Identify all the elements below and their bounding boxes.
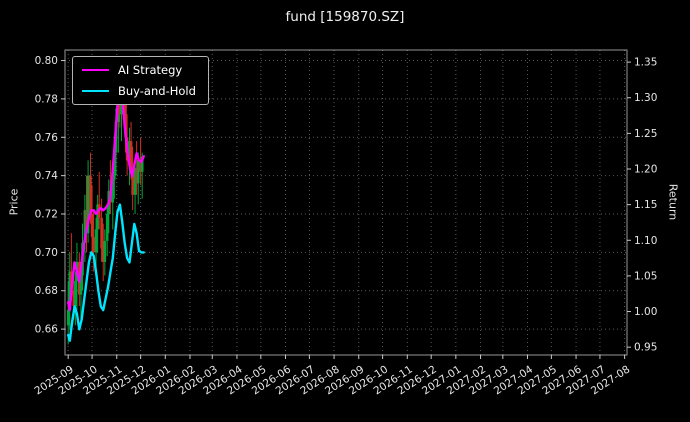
legend: AI Strategy Buy-and-Hold <box>72 56 209 105</box>
legend-item-buy-and-hold: Buy-and-Hold <box>82 84 196 98</box>
svg-text:0.66: 0.66 <box>35 324 59 336</box>
svg-text:1.25: 1.25 <box>634 128 657 140</box>
chart-title: fund [159870.SZ] <box>285 9 405 25</box>
svg-text:0.76: 0.76 <box>35 132 59 144</box>
svg-text:1.20: 1.20 <box>634 164 657 176</box>
legend-label-ai-strategy: AI Strategy <box>118 63 183 77</box>
svg-text:1.15: 1.15 <box>634 199 657 211</box>
svg-text:1.05: 1.05 <box>634 270 657 282</box>
svg-text:0.80: 0.80 <box>35 55 58 67</box>
buy-and-hold-line-swatch <box>82 90 109 92</box>
ai-strategy-line-swatch <box>82 69 109 71</box>
svg-text:0.74: 0.74 <box>35 170 59 182</box>
legend-item-ai-strategy: AI Strategy <box>82 63 196 77</box>
svg-text:1.35: 1.35 <box>634 57 657 69</box>
svg-text:1.30: 1.30 <box>634 92 657 104</box>
svg-text:1.10: 1.10 <box>634 235 657 247</box>
svg-text:0.70: 0.70 <box>35 247 58 259</box>
svg-text:0.72: 0.72 <box>35 209 58 221</box>
svg-text:1.00: 1.00 <box>634 306 657 318</box>
svg-text:0.78: 0.78 <box>35 93 58 105</box>
svg-text:0.95: 0.95 <box>634 342 657 354</box>
legend-label-buy-and-hold: Buy-and-Hold <box>118 84 196 98</box>
svg-text:0.68: 0.68 <box>35 285 58 297</box>
